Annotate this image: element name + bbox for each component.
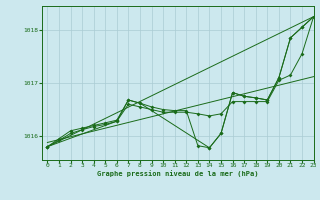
- X-axis label: Graphe pression niveau de la mer (hPa): Graphe pression niveau de la mer (hPa): [97, 170, 258, 177]
